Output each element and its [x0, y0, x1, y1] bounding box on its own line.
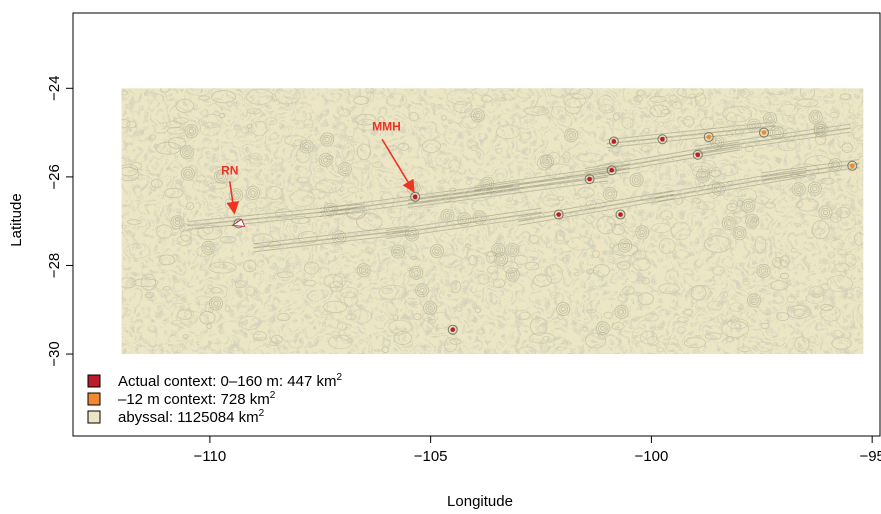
map-area: RN MMH: [121, 88, 864, 355]
y-tick-label: −24: [46, 76, 63, 101]
legend: Actual context: 0–160 m: 447 km2–12 m co…: [87, 372, 342, 426]
x-tick-label: −110: [194, 448, 227, 465]
seamount-feature: [410, 191, 421, 202]
seamount-feature: [553, 209, 564, 220]
seamount-feature: [847, 160, 858, 171]
x-tick-label: −95: [859, 448, 881, 465]
legend-swatch: [87, 374, 101, 388]
annotation-label: MMH: [372, 119, 401, 133]
y-axis: −24 −26 −28 −30: [46, 76, 73, 367]
annotation-label: RN: [221, 164, 238, 178]
seamount-features: [231, 127, 858, 335]
seamount-feature: [606, 165, 617, 176]
legend-label: Actual context: 0–160 m: 447 km2: [118, 372, 342, 390]
legend-label: abyssal: 1125084 km2: [118, 408, 265, 426]
seamount-feature: [231, 218, 246, 229]
seamount-feature: [657, 134, 668, 145]
y-tick-label: −30: [46, 341, 63, 366]
seamount-feature: [447, 324, 458, 335]
seamount-feature: [615, 209, 626, 220]
y-tick-label: −28: [46, 253, 63, 278]
x-axis-label: Longitude: [447, 493, 513, 510]
y-axis-label: Latitude: [8, 193, 25, 246]
annotation-arrow: [226, 181, 240, 215]
x-tick-label: −105: [414, 448, 448, 465]
legend-label: –12 m context: 728 km2: [118, 390, 276, 408]
legend-swatch: [87, 392, 101, 406]
seamount-feature: [608, 136, 619, 147]
annotations: RN MMH: [221, 119, 415, 215]
x-tick-label: −100: [635, 448, 669, 465]
contour-texture: [121, 88, 864, 355]
annotation-arrow: [381, 138, 415, 193]
legend-swatch: [87, 410, 101, 424]
seamount-feature: [584, 174, 595, 185]
y-tick-label: −26: [46, 164, 63, 189]
seamount-feature: [692, 149, 703, 160]
seamount-feature: [758, 127, 769, 138]
x-axis: −110 −105 −100 −95: [194, 435, 881, 465]
seamount-feature: [703, 132, 714, 143]
